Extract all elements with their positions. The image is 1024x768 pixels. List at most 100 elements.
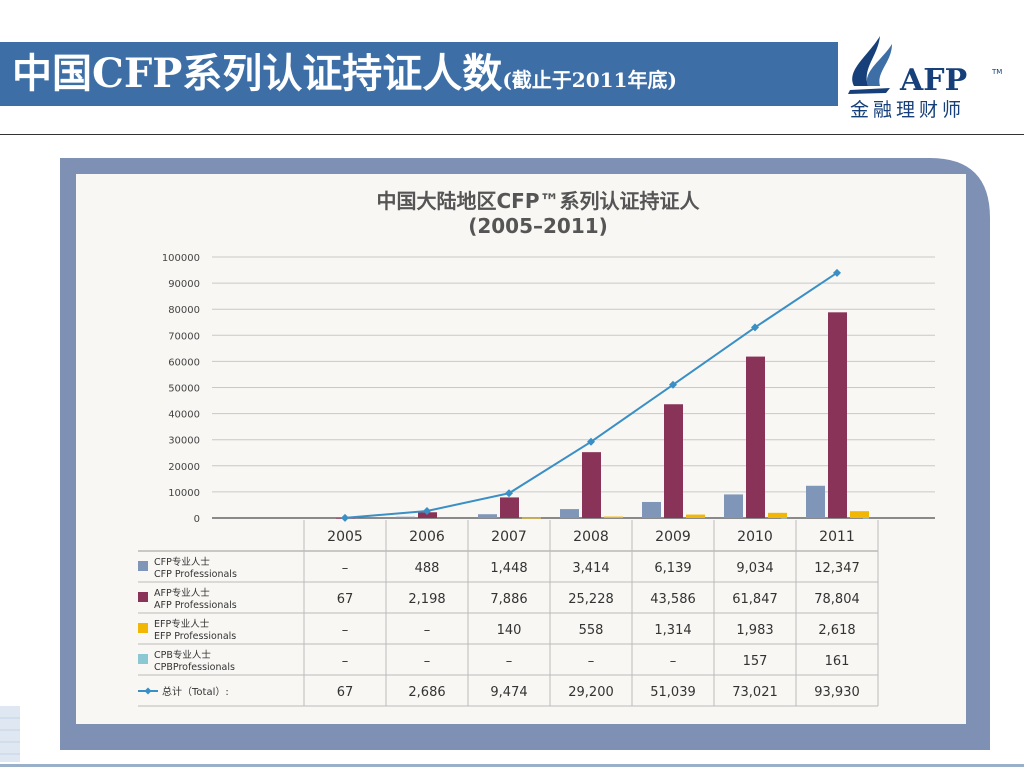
table-cell: 157 [743,654,768,669]
bottom-border [0,764,1024,767]
legend-label-cn: 总计（Total）: [162,685,229,698]
legend-swatch [138,561,148,571]
y-tick-label: 30000 [168,436,200,447]
table-cell: – [588,654,595,669]
bar [478,514,497,518]
bar [522,517,541,519]
table-cell: 1,314 [654,623,691,638]
y-tick-label: 70000 [168,331,200,342]
bar [863,517,869,519]
y-tick-label: 40000 [168,410,200,421]
chart-title: 中国大陆地区CFP™系列认证持证人 [377,189,701,213]
table-cell: 9,474 [490,685,527,700]
logo-subtitle: 金融理财师 [850,99,966,121]
table-cell: – [506,654,513,669]
bar [781,517,787,519]
bar [418,512,437,518]
table-cell: – [342,561,349,576]
bar [604,516,623,518]
bar [686,514,705,518]
y-axis-ticks: 100000 90000 80000 70000 60000 50000 40000 3000… [162,253,200,525]
table-cell: 1,983 [736,623,773,638]
table-cell: 140 [497,623,522,638]
table-cell: 73,021 [732,685,778,700]
logo-flame-shape [866,44,892,86]
table-cell: 61,847 [732,592,778,607]
table-cell: 2,618 [818,623,855,638]
total-point [669,380,677,389]
table-cell: 78,804 [814,592,860,607]
x-tick-label: 2010 [737,529,773,545]
table-cell: 161 [825,654,850,669]
total-point [587,437,595,446]
legend-label-en: EFP Professionals [154,631,236,642]
y-tick-label: 20000 [168,462,200,473]
table-cell: – [670,654,677,669]
table-cell: 6,139 [654,561,691,576]
slide-title-main: 中国CFP系列认证持证人数 [12,50,503,97]
table-cell: – [342,654,349,669]
table-cell: 1,448 [490,561,527,576]
total-point [505,489,513,498]
total-point [833,268,841,277]
x-tick-label: 2009 [655,529,691,545]
legend-swatch [138,592,148,602]
table-cell: 51,039 [650,685,696,700]
total-point [423,506,431,515]
table-cell: 2,198 [408,592,445,607]
logo-flame-shape [852,36,880,86]
x-tick-label: 2005 [327,529,363,545]
legend-label-cn: CPB专业人士 [154,649,211,661]
table-cell: 558 [579,623,604,638]
table-cell: 9,034 [736,561,773,576]
afp-logo: AFP TM [848,36,1002,98]
legend-label-en: CFP Professionals [154,569,237,580]
legend-label-cn: AFP专业人士 [154,587,210,599]
logo-swoosh-shape [848,88,890,94]
table-cell: 3,414 [572,561,609,576]
bar [500,497,519,518]
bar [582,452,601,518]
y-tick-label: 90000 [168,279,200,290]
title-bar [0,42,838,106]
bar [642,501,661,518]
slide-title: 中国CFP系列认证持证人数(截止于2011年底) [12,44,677,110]
legend-label-cn: EFP专业人士 [154,618,210,630]
y-tick-label: 80000 [168,305,200,316]
bars [336,312,869,519]
legend-label-en: CPBProfessionals [154,662,235,673]
table-cell: 67 [337,685,354,700]
bar [664,404,683,518]
table-cell: 25,228 [568,592,614,607]
bar [396,516,415,518]
table-cell: 43,586 [650,592,696,607]
logo-text: AFP [899,63,967,98]
y-tick-label: 50000 [168,384,200,395]
x-tick-label: 2008 [573,529,609,545]
total-point [341,513,349,522]
bar [560,509,579,518]
y-tick-label: 100000 [162,253,200,264]
chart: 中国大陆地区CFP™系列认证持证人 (2005–2011) 1000009000… [60,158,990,750]
x-tick-label: 2007 [491,529,527,545]
bar [724,494,743,518]
table-cell: 93,930 [814,685,860,700]
table-cell: 67 [337,592,354,607]
slide-title-sub: (截止于2011年底) [502,68,677,92]
chart-panel [76,174,966,724]
title-divider [0,134,1024,135]
total-line [341,268,841,522]
legend-swatch [138,623,148,633]
table-cell: 29,200 [568,685,614,700]
legend-point [144,687,152,695]
bar [850,511,869,518]
corner-decoration [0,706,20,762]
legend-label-en: AFP Professionals [154,600,237,611]
table-cell: 488 [415,561,440,576]
table-cell: – [342,623,349,638]
x-tick-label: 2006 [409,529,445,545]
legend-label-cn: CFP专业人士 [154,556,210,568]
table-cell: – [424,623,431,638]
y-tick-label: 60000 [168,357,200,368]
